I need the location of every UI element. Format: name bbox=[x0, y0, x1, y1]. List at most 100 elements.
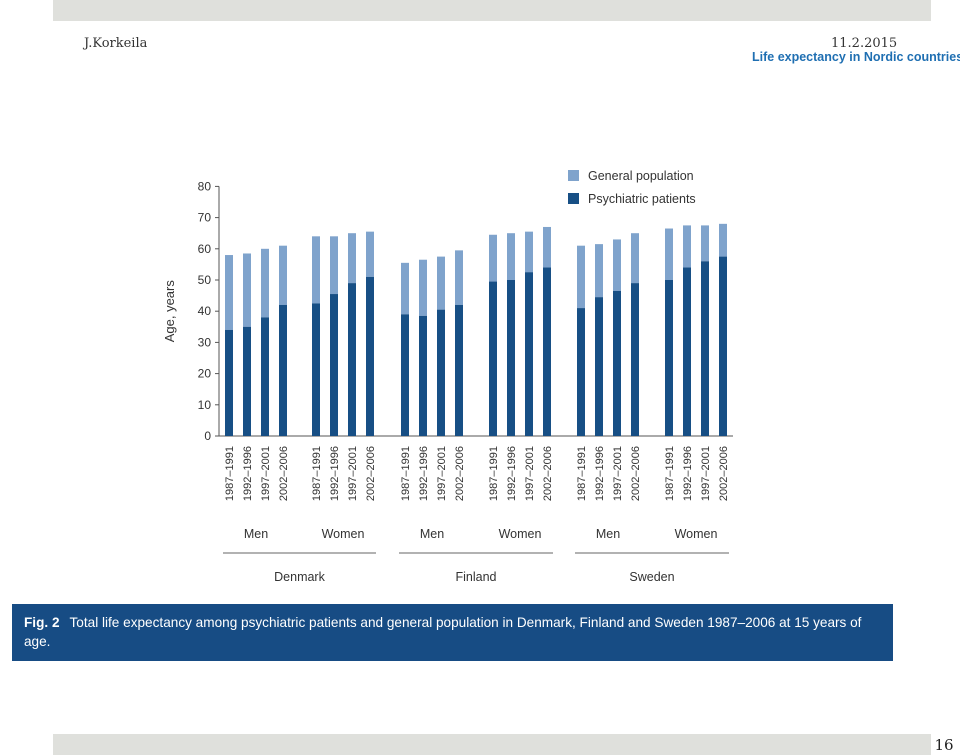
y-tick-label: 30 bbox=[198, 335, 212, 349]
life-expectancy-chart: 0 10 20 30 40 50 60 70 80 Age, years General popul… bbox=[162, 169, 733, 584]
figure-caption: Fig. 2 Total life expectancy among psychi… bbox=[12, 604, 893, 661]
period-tick-label: 1987–1991 bbox=[576, 446, 588, 501]
bar-psychiatric bbox=[348, 283, 356, 436]
bar-general bbox=[401, 262, 409, 315]
bar-general bbox=[507, 233, 515, 280]
bar-general bbox=[631, 233, 639, 284]
figure-caption-text: Total life expectancy among psychiatric … bbox=[24, 615, 862, 649]
period-tick-label: 1992–1996 bbox=[329, 446, 341, 501]
sex-label: Men bbox=[596, 527, 620, 541]
bar-psychiatric bbox=[543, 267, 551, 436]
period-tick-label: 1987–1991 bbox=[664, 446, 676, 501]
period-tick-label: 1987–1991 bbox=[488, 446, 500, 501]
legend-label-psychiatric: Psychiatric patients bbox=[588, 192, 696, 206]
period-tick-label: 2002–2006 bbox=[630, 446, 642, 501]
period-tick-label: 2002–2006 bbox=[542, 446, 554, 501]
y-tick-label: 70 bbox=[198, 211, 212, 225]
bar-general bbox=[279, 245, 287, 305]
bar-psychiatric bbox=[279, 304, 287, 436]
legend-label-general: General population bbox=[588, 169, 694, 183]
legend-swatch-psychiatric bbox=[568, 193, 579, 204]
sex-label: Women bbox=[322, 527, 365, 541]
bar-psychiatric bbox=[312, 303, 320, 436]
bar-psychiatric bbox=[613, 290, 621, 436]
y-tick-label: 60 bbox=[198, 242, 212, 256]
y-tick-label: 20 bbox=[198, 367, 212, 381]
y-tick-label: 0 bbox=[204, 429, 211, 443]
bar-general bbox=[243, 253, 251, 327]
period-tick-label: 1997–2001 bbox=[524, 446, 536, 501]
bar-psychiatric bbox=[577, 308, 585, 436]
top-bar bbox=[53, 0, 931, 21]
bar-general bbox=[437, 256, 445, 310]
period-tick-label: 1987–1991 bbox=[311, 446, 323, 501]
y-axis-label: Age, years bbox=[162, 280, 177, 343]
bar-psychiatric bbox=[437, 309, 445, 436]
bar-general bbox=[577, 245, 585, 309]
period-tick-label: 1997–2001 bbox=[436, 446, 448, 501]
y-tick-label: 80 bbox=[198, 179, 212, 193]
bar-psychiatric bbox=[525, 272, 533, 436]
figure-label: Fig. 2 bbox=[24, 615, 60, 630]
sex-label: Men bbox=[244, 527, 268, 541]
bar-general bbox=[312, 236, 320, 304]
page-number: 16 bbox=[934, 735, 954, 754]
period-tick-label: 2002–2006 bbox=[278, 446, 290, 501]
period-tick-label: 2002–2006 bbox=[718, 446, 730, 501]
bar-general bbox=[489, 234, 497, 282]
bar-psychiatric bbox=[631, 283, 639, 436]
bar-general bbox=[419, 259, 427, 316]
bar-general bbox=[613, 239, 621, 291]
bar-psychiatric bbox=[419, 315, 427, 436]
period-tick-label: 1992–1996 bbox=[418, 446, 430, 501]
bar-psychiatric bbox=[683, 267, 691, 436]
bar-general bbox=[348, 233, 356, 284]
period-tick-label: 1992–1996 bbox=[682, 446, 694, 501]
bar-general bbox=[366, 231, 374, 277]
bar-psychiatric bbox=[665, 280, 673, 436]
bar-general bbox=[261, 248, 269, 318]
bar-psychiatric bbox=[455, 304, 463, 436]
bar-psychiatric bbox=[701, 261, 709, 436]
country-label: Sweden bbox=[629, 570, 674, 584]
period-tick-label: 2002–2006 bbox=[454, 446, 466, 501]
period-tick-label: 1992–1996 bbox=[242, 446, 254, 501]
bar-general bbox=[595, 244, 603, 298]
bar-general bbox=[543, 226, 551, 268]
period-tick-label: 1997–2001 bbox=[700, 446, 712, 501]
bar-psychiatric bbox=[595, 297, 603, 436]
bar-general bbox=[525, 231, 533, 273]
period-tick-label: 1987–1991 bbox=[224, 446, 236, 501]
period-tick-label: 1992–1996 bbox=[506, 446, 518, 501]
period-tick-label: 1987–1991 bbox=[400, 446, 412, 501]
bar-psychiatric bbox=[719, 256, 727, 436]
bar-psychiatric bbox=[401, 314, 409, 436]
date-label: 11.2.2015 bbox=[831, 36, 898, 51]
author-label: J.Korkeila bbox=[84, 36, 148, 51]
period-tick-label: 1992–1996 bbox=[594, 446, 606, 501]
bar-psychiatric bbox=[366, 276, 374, 436]
legend-swatch-general bbox=[568, 170, 579, 181]
y-tick-label: 50 bbox=[198, 273, 212, 287]
bar-general bbox=[225, 255, 233, 330]
bar-psychiatric bbox=[489, 281, 497, 436]
bar-psychiatric bbox=[261, 317, 269, 436]
bar-psychiatric bbox=[330, 294, 338, 436]
bar-psychiatric bbox=[243, 326, 251, 436]
bar-general bbox=[665, 228, 673, 280]
period-tick-label: 1997–2001 bbox=[612, 446, 624, 501]
bottom-bar bbox=[53, 734, 931, 755]
country-label: Denmark bbox=[274, 570, 325, 584]
sex-label: Men bbox=[420, 527, 444, 541]
bar-psychiatric bbox=[225, 329, 233, 436]
country-label: Finland bbox=[456, 570, 497, 584]
y-tick-label: 10 bbox=[198, 398, 212, 412]
bar-general bbox=[330, 236, 338, 295]
period-tick-label: 2002–2006 bbox=[365, 446, 377, 501]
bar-general bbox=[683, 225, 691, 268]
bar-general bbox=[701, 225, 709, 262]
bar-general bbox=[719, 223, 727, 257]
bar-general bbox=[455, 250, 463, 305]
slide-subtitle: Life expectancy in Nordic countries bbox=[752, 50, 960, 64]
y-tick-label: 40 bbox=[198, 304, 212, 318]
